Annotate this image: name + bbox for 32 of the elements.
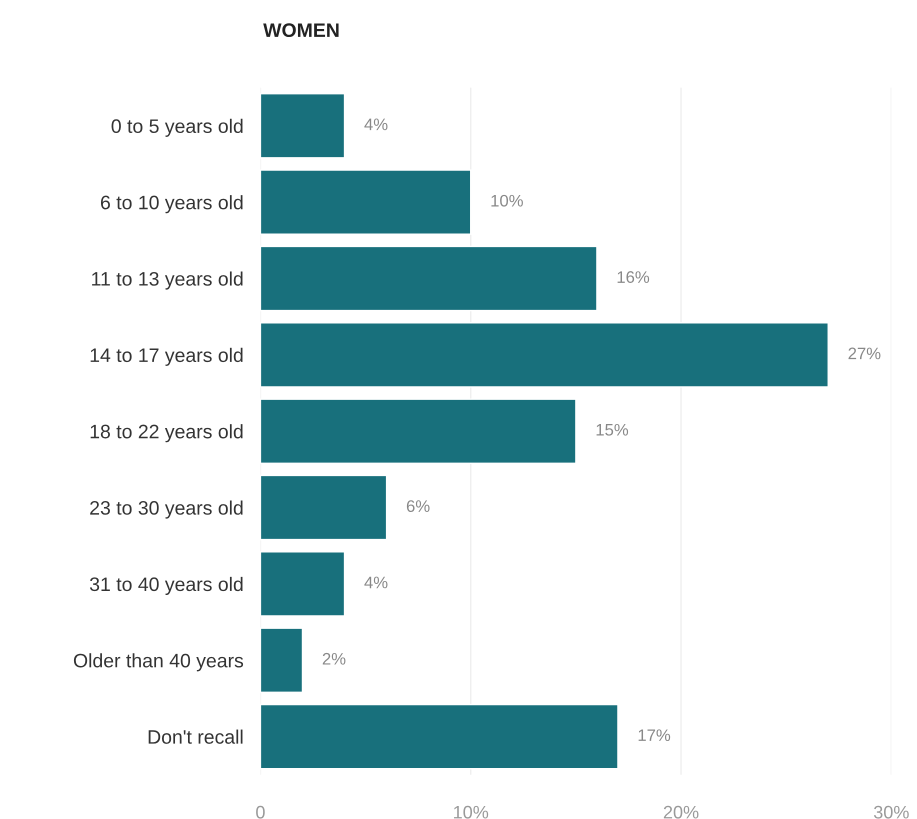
bar	[260, 551, 346, 617]
data-label: 2%	[322, 652, 346, 665]
bar	[260, 322, 829, 388]
x-tick-label: 0	[256, 806, 265, 819]
data-label: 17%	[638, 729, 670, 742]
y-tick-label: 0 to 5 years old	[112, 118, 243, 137]
x-tick-label: 10%	[454, 806, 488, 819]
data-label: 27%	[848, 348, 880, 360]
bar	[260, 398, 577, 464]
bar	[260, 246, 598, 312]
data-label: 16%	[618, 271, 650, 283]
y-tick-label: Don't recall	[148, 730, 242, 744]
data-label: 6%	[406, 500, 430, 512]
data-label: 10%	[491, 194, 523, 207]
x-tick-label: 20%	[664, 806, 698, 819]
y-tick-label: 18 to 22 years old	[90, 424, 243, 442]
x-tick-label: 30%	[874, 806, 909, 819]
data-label: 4%	[364, 118, 388, 130]
bar	[260, 93, 346, 159]
y-tick-label: 6 to 10 years old	[100, 195, 243, 214]
y-tick-label: Older than 40 years	[74, 653, 244, 672]
bar	[260, 474, 388, 540]
y-tick-label: 23 to 30 years old	[90, 500, 243, 519]
bar	[260, 704, 619, 770]
bar	[260, 627, 304, 694]
y-tick-label: 14 to 17 years old	[90, 348, 243, 366]
chart-title: WOMEN	[263, 23, 339, 38]
bar	[260, 169, 472, 235]
data-label: 4%	[364, 576, 388, 588]
y-tick-label: 11 to 13 years old	[92, 271, 243, 290]
data-label: 15%	[596, 424, 628, 436]
y-tick-label: 31 to 40 years old	[90, 576, 243, 595]
